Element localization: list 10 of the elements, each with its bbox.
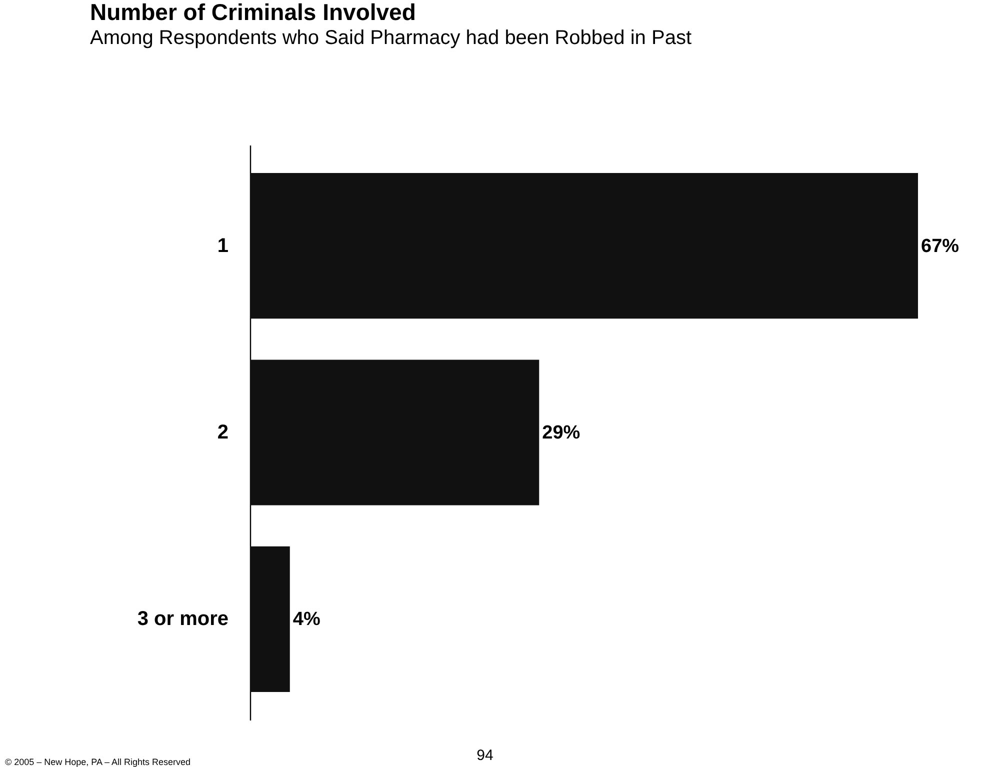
data-label: 4% [292,609,320,630]
chart-subtitle: Among Respondents who Said Pharmacy had been Robbed in Past [90,27,692,49]
y-tick-label: 3 or more [137,608,228,630]
y-tick-label: 1 [217,234,228,257]
chart-title: Number of Criminals Involved [90,0,416,25]
y-tick-label: 2 [217,422,228,444]
data-label: 67% [921,236,960,257]
data-label: 29% [542,422,580,444]
text: © 2005 – New Hope, PA – All Rights Reserved [5,757,191,767]
text: 94 [476,747,494,764]
